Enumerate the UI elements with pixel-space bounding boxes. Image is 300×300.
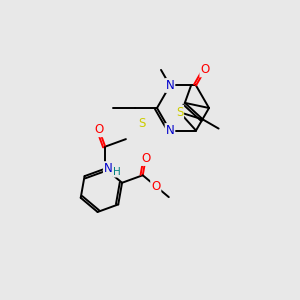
Text: N: N <box>166 124 174 137</box>
Text: O: O <box>141 152 150 165</box>
Text: S: S <box>138 117 145 130</box>
Text: S: S <box>176 106 183 119</box>
Text: O: O <box>94 123 104 136</box>
Text: H: H <box>113 167 121 177</box>
Text: O: O <box>151 180 160 193</box>
Text: O: O <box>200 63 210 76</box>
Text: N: N <box>104 162 112 175</box>
Text: N: N <box>166 79 174 92</box>
